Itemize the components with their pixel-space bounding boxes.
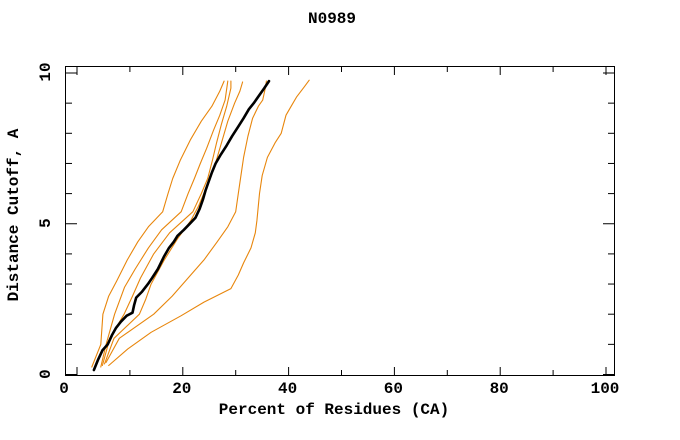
- x-tick-label: 80: [489, 380, 509, 398]
- curve-orange-curve-1: [91, 80, 225, 368]
- curve-orange-curve-4: [103, 81, 244, 365]
- x-tick-label: 0: [59, 380, 69, 398]
- curve-orange-curve-2: [100, 80, 229, 368]
- curve-orange-curve-5: [105, 80, 267, 363]
- x-axis-title: Percent of Residues (CA): [218, 401, 450, 419]
- plot-frame: [65, 66, 615, 376]
- x-tick-label: 60: [383, 380, 403, 398]
- x-tick-label: 100: [590, 380, 620, 398]
- x-tick-label: 20: [172, 380, 192, 398]
- curve-orange-curve-3: [101, 80, 232, 367]
- chart-title: N0989: [307, 10, 356, 28]
- curve-black-thick-curve: [92, 79, 271, 372]
- y-axis-title: Distance Cutoff, A: [5, 128, 23, 302]
- y-tick-label: 10: [37, 62, 55, 82]
- x-tick-label: 40: [277, 380, 298, 398]
- curve-orange-curve-6: [108, 79, 310, 367]
- y-tick-label: 5: [37, 217, 55, 228]
- plot-canvas: [66, 67, 614, 375]
- y-tick-label: 0: [37, 368, 55, 379]
